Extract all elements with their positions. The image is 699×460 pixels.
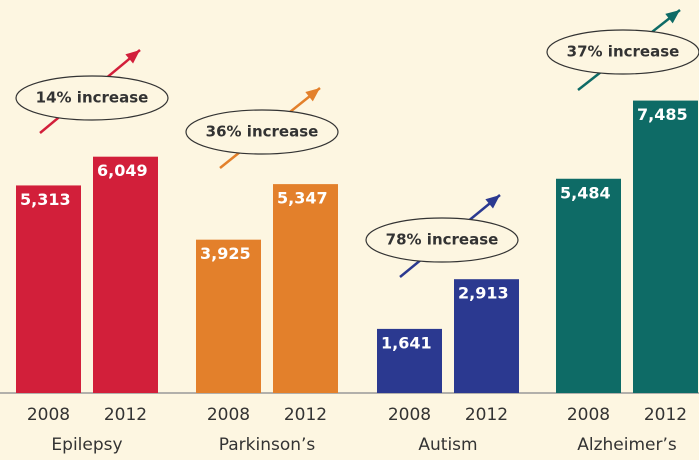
group-label: Epilepsy	[51, 435, 122, 455]
value-label: 5,484	[560, 183, 611, 202]
value-label: 2,913	[458, 284, 509, 303]
annotation: 36% increase	[206, 123, 319, 141]
value-label: 6,049	[97, 161, 148, 180]
annotation-bubble	[546, 29, 699, 75]
group-label: Autism	[418, 435, 477, 455]
bar	[377, 328, 442, 393]
x-tick-label: 2012	[284, 405, 327, 425]
x-tick-label: 2008	[388, 405, 431, 425]
x-tick-label: 2012	[104, 405, 147, 425]
bar	[633, 100, 698, 393]
bar	[556, 178, 621, 393]
bar	[196, 239, 261, 393]
x-tick-label: 2012	[644, 405, 687, 425]
group-label: Parkinson’s	[219, 435, 316, 455]
annotation-bubble	[365, 217, 519, 263]
value-label: 1,641	[381, 333, 432, 352]
annotation-bubble	[15, 75, 169, 121]
annotation: 78% increase	[386, 231, 499, 249]
value-label: 3,925	[200, 244, 251, 263]
value-label: 7,485	[637, 105, 688, 124]
arrow-head	[305, 88, 320, 102]
value-label: 5,347	[277, 189, 328, 208]
arrow-head	[485, 195, 500, 209]
arrow-head	[665, 10, 680, 24]
x-tick-label: 2008	[567, 405, 610, 425]
annotation-bubble	[185, 109, 339, 155]
annotation: 14% increase	[36, 89, 149, 107]
bar	[454, 279, 519, 393]
value-label: 5,313	[20, 190, 71, 209]
bar	[16, 185, 81, 393]
x-tick-label: 2012	[465, 405, 508, 425]
group-label: Alzheimer’s	[577, 435, 677, 455]
arrow-head	[125, 50, 140, 64]
annotation: 37% increase	[567, 43, 680, 61]
x-tick-label: 2008	[207, 405, 250, 425]
bar	[93, 156, 158, 393]
bar	[273, 184, 338, 393]
x-tick-label: 2008	[27, 405, 70, 425]
